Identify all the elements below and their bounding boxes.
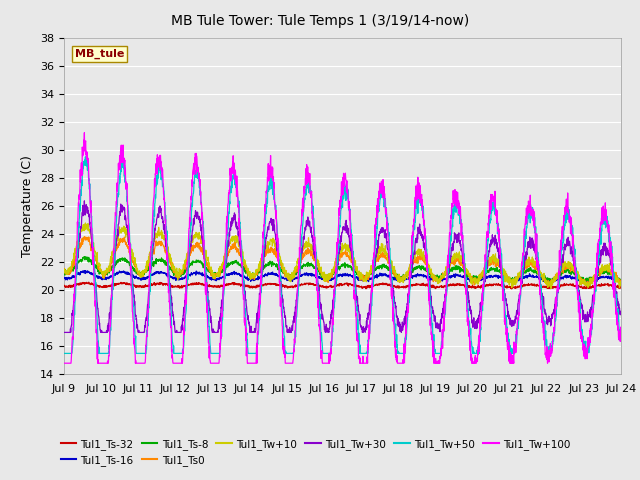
Y-axis label: Temperature (C): Temperature (C) xyxy=(22,156,35,257)
Text: MB Tule Tower: Tule Temps 1 (3/19/14-now): MB Tule Tower: Tule Temps 1 (3/19/14-now… xyxy=(171,14,469,28)
Legend: Tul1_Ts-32, Tul1_Ts-16, Tul1_Ts-8, Tul1_Ts0, Tul1_Tw+10, Tul1_Tw+30, Tul1_Tw+50,: Tul1_Ts-32, Tul1_Ts-16, Tul1_Ts-8, Tul1_… xyxy=(56,434,575,470)
Text: MB_tule: MB_tule xyxy=(75,48,125,59)
